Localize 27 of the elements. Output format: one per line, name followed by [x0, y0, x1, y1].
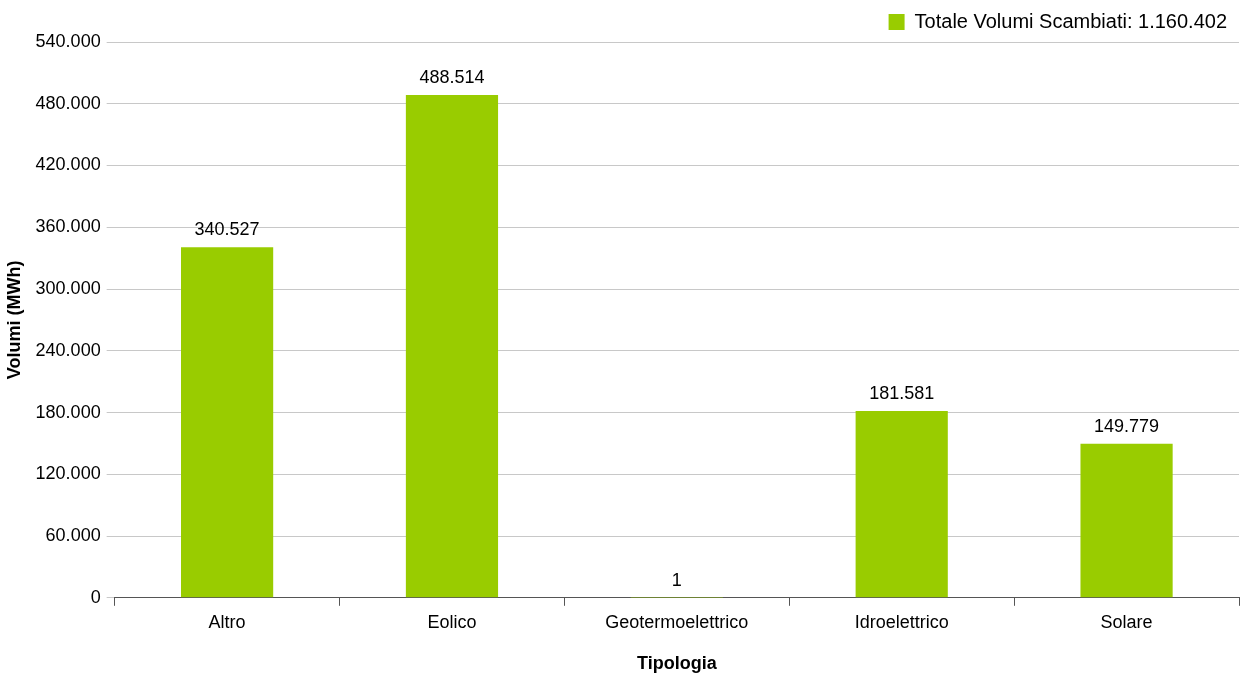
bar [855, 410, 948, 598]
x-tick-label: Eolico [427, 611, 477, 632]
data-label: 181.581 [869, 382, 935, 403]
x-axis-title: Tipologia [637, 653, 718, 674]
y-tick-label: 540.000 [35, 30, 101, 51]
data-label: 149.779 [1094, 415, 1160, 436]
data-label: 488.514 [419, 66, 485, 87]
bar [181, 247, 274, 598]
x-tick-label: Geotermoelettrico [605, 611, 749, 632]
y-tick-label: 300.000 [35, 277, 101, 298]
y-tick-label: 60.000 [45, 525, 101, 546]
y-axis-title: Volumi (MWh) [3, 260, 24, 380]
y-tick-label: 240.000 [35, 339, 101, 360]
bar [405, 94, 499, 598]
x-tick-label: Solare [1100, 611, 1153, 632]
y-tick-label: 0 [90, 586, 101, 607]
y-tick-label: 420.000 [35, 154, 101, 175]
y-tick-label: 120.000 [35, 463, 101, 484]
data-label: 340.527 [194, 219, 260, 240]
x-tick-label: Idroelettrico [854, 611, 949, 632]
y-tick-label: 480.000 [35, 92, 101, 113]
data-label: 1 [671, 569, 682, 590]
bar [1080, 443, 1173, 598]
legend-label: Totale Volumi Scambiati: 1.160.402 [914, 9, 1228, 32]
y-tick-label: 360.000 [35, 216, 101, 237]
x-tick-label: Altro [208, 611, 246, 632]
y-tick-label: 180.000 [35, 401, 101, 422]
